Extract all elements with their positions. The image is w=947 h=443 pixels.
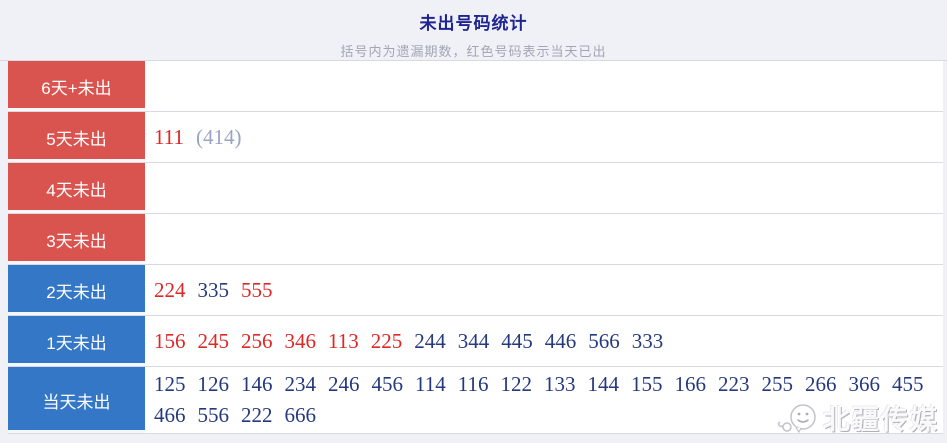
number-cell: 366 <box>848 372 880 396</box>
number-cell: 344 <box>457 328 490 353</box>
row-label: 1天未出 <box>8 316 145 366</box>
number-cell: 256 <box>241 328 273 353</box>
number-cell: 255 <box>761 372 793 396</box>
row-label: 4天未出 <box>8 163 145 213</box>
table-row: 6天+未出 <box>8 61 943 112</box>
table-row: 3天未出 <box>8 214 943 265</box>
table-row: 2天未出 224 335 555 <box>8 265 943 316</box>
number-cell: 225 <box>370 328 403 353</box>
stats-table: 6天+未出 5天未出 111 (414) 4天未出 3天未出 2天未出 224 33… <box>8 61 943 434</box>
number-cell: 246 <box>328 372 360 396</box>
number-cell: 333 <box>631 328 664 353</box>
number-cell: (414) <box>195 124 242 149</box>
number-cell: 666 <box>284 403 317 427</box>
number-cell: 156 <box>154 328 186 353</box>
number-cell: 234 <box>284 372 317 396</box>
row-label: 2天未出 <box>8 265 145 315</box>
row-numbers: 111 (414) <box>145 112 943 162</box>
row-label: 5天未出 <box>8 112 145 162</box>
number-cell: 446 <box>544 328 577 353</box>
number-cell: 445 <box>501 328 533 353</box>
table-row: 4天未出 <box>8 163 943 214</box>
number-cell: 566 <box>588 328 620 353</box>
number-cell: 114 <box>415 372 446 396</box>
number-cell: 126 <box>197 372 230 396</box>
row-label: 3天未出 <box>8 214 145 264</box>
number-cell: 146 <box>241 372 273 396</box>
number-cell: 111 <box>154 124 184 149</box>
row-numbers <box>145 214 943 264</box>
number-cell: 144 <box>587 372 619 396</box>
number-cell: 556 <box>197 403 230 427</box>
number-cell: 125 <box>154 372 186 396</box>
number-cell: 122 <box>500 372 532 396</box>
number-cell: 155 <box>630 372 663 396</box>
row-numbers <box>145 163 943 213</box>
table-row: 5天未出 111 (414) <box>8 112 943 163</box>
number-cell: 245 <box>197 328 230 353</box>
table-row: 当天未出 125 126 146 234 246 456 114 116 122 133 144 15… <box>8 367 943 434</box>
number-cell: 466 <box>154 403 186 427</box>
number-cell: 133 <box>543 372 576 396</box>
number-cell: 456 <box>371 372 404 396</box>
number-cell: 346 <box>284 328 317 353</box>
table-row: 1天未出 156 245 256 346 113 225 244 344 445 446 566 33… <box>8 316 943 367</box>
number-cell: 244 <box>414 328 446 353</box>
number-cell: 113 <box>328 328 359 353</box>
row-numbers: 125 126 146 234 246 456 114 116 122 133 144 155 166 2… <box>145 367 943 433</box>
page-title: 未出号码统计 <box>419 14 528 33</box>
row-label: 当天未出 <box>8 367 145 433</box>
row-label: 6天+未出 <box>8 61 145 111</box>
number-cell: 335 <box>197 277 230 302</box>
number-cell: 455 <box>891 372 924 396</box>
number-cell: 116 <box>457 372 489 396</box>
number-cell: 266 <box>804 372 837 396</box>
stats-header: 未出号码统计 括号内为遗漏期数，红色号码表示当天已出 <box>0 0 947 61</box>
number-cell: 223 <box>717 372 750 396</box>
page-subtitle: 括号内为遗漏期数，红色号码表示当天已出 <box>340 44 607 59</box>
number-cell: 222 <box>241 403 273 427</box>
row-numbers <box>145 61 943 111</box>
number-cell: 224 <box>154 277 186 302</box>
row-numbers: 156 245 256 346 113 225 244 344 445 446 566 333 <box>145 316 943 366</box>
number-cell: 166 <box>674 372 706 396</box>
number-cell: 555 <box>241 277 273 302</box>
row-numbers: 224 335 555 <box>145 265 943 315</box>
